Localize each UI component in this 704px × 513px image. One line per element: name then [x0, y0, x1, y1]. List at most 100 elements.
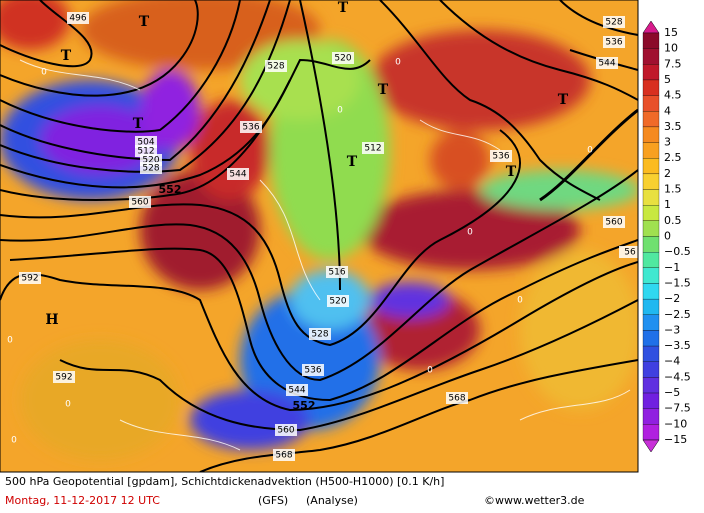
- pressure-center: T: [506, 164, 517, 180]
- legend-label: 2.5: [664, 151, 682, 164]
- legend-cell: [642, 189, 660, 206]
- legend-label: 0: [664, 230, 671, 243]
- contour-label: 528: [140, 162, 162, 174]
- contour-label-text: 56: [624, 248, 636, 258]
- contour-label-text: 544: [288, 386, 305, 396]
- legend-label: −1: [664, 261, 680, 274]
- legend-label: −2.5: [664, 308, 691, 321]
- legend-cell: [642, 361, 660, 378]
- contour-label-bg: [67, 12, 89, 24]
- contour-label: 496: [67, 12, 89, 24]
- contour-label: 528: [309, 328, 331, 340]
- legend-cell: [642, 142, 660, 159]
- legend-label: −7.5: [664, 402, 691, 415]
- legend-cell: [642, 32, 660, 49]
- contour-label: 520: [332, 52, 354, 64]
- contour-label: 568: [273, 449, 295, 461]
- contour-label-text: 512: [364, 144, 381, 154]
- contour-label-bg: [309, 328, 331, 340]
- contour-label: 536: [302, 364, 324, 376]
- contour-label: 560: [129, 196, 151, 208]
- contour-label-text: 592: [21, 274, 38, 284]
- pressure-center: T: [347, 154, 358, 170]
- pressure-center: T: [378, 82, 389, 98]
- contour-label-bg: [327, 295, 349, 307]
- legend-label: 15: [664, 26, 678, 39]
- legend: 15 10 7.5 5 4.5 4 3.5 3 2.5 2 1.5 1 0.5 0 −0.5 −1 −1.5 −2…: [642, 20, 691, 453]
- contour-label-text: 592: [55, 373, 72, 383]
- contour-label: 528: [265, 60, 287, 72]
- legend-label: −1.5: [664, 276, 691, 289]
- pressure-center: T: [338, 0, 349, 16]
- zero-label: 0: [395, 58, 401, 68]
- legend-label: 1: [664, 198, 671, 211]
- contour-label-text: 520: [334, 54, 351, 64]
- contour-label-text: 528: [142, 164, 159, 174]
- contour-label: 568: [446, 392, 468, 404]
- contour-label-bg: [619, 246, 638, 258]
- legend-cell: [642, 345, 660, 362]
- contour-label-bg: [603, 16, 625, 28]
- contour-label-bg: [490, 150, 512, 162]
- contour-label-bg: [140, 162, 162, 174]
- zero-label: 0: [65, 400, 71, 410]
- contour-label-bg: [362, 142, 384, 154]
- legend-label: 7.5: [664, 57, 682, 70]
- contour-label-text: 512: [137, 147, 154, 157]
- contour-label-text: 544: [229, 170, 246, 180]
- legend-cell: [642, 95, 660, 112]
- legend-cell: [642, 126, 660, 143]
- contour-label: 560: [603, 216, 625, 228]
- legend-label: −3: [664, 323, 680, 336]
- contour-label-text: 520: [329, 297, 346, 307]
- contour-label-text: 536: [304, 366, 321, 376]
- contour-label-text: 504: [137, 138, 154, 148]
- zero-label: 0: [517, 296, 523, 306]
- contour-label-text: 568: [275, 451, 292, 461]
- contour-label-bg: [53, 371, 75, 383]
- legend-label: 0.5: [664, 214, 682, 227]
- contour-label-text: 528: [267, 62, 284, 72]
- legend-label: 10: [664, 42, 678, 55]
- legend-arrow-bottom: [642, 439, 660, 453]
- legend-label: 4: [664, 104, 671, 117]
- footer-model: (GFS): [258, 494, 288, 507]
- legend-cell: [642, 111, 660, 128]
- footer-date: Montag, 11-12-2017 12 UTC: [5, 494, 160, 507]
- zero-label: 0: [11, 436, 17, 446]
- legend-cell: [642, 392, 660, 409]
- contour-label: 544: [596, 57, 618, 69]
- contour-label: 536: [603, 36, 625, 48]
- contour-label: 512: [362, 142, 384, 154]
- contour-label-bg: [302, 364, 324, 376]
- legend-arrow-top: [642, 20, 660, 34]
- contour-label-text: 568: [448, 394, 465, 404]
- contour-label-bg: [446, 392, 468, 404]
- contour-label: 592: [19, 272, 41, 284]
- zero-label: 0: [427, 366, 433, 376]
- legend-cell: [642, 79, 660, 96]
- zero-label: 0: [467, 228, 473, 238]
- legend-cell: [642, 158, 660, 175]
- pressure-center: T: [133, 116, 144, 132]
- contour-label-bg: [227, 168, 249, 180]
- geopotential-contours: [0, 0, 638, 472]
- legend-cell: [642, 298, 660, 315]
- legend-cell: [642, 236, 660, 253]
- legend-cell: [642, 330, 660, 347]
- contour-label-bg: [275, 424, 297, 436]
- contour-label: 552: [159, 183, 182, 196]
- legend-label: 2: [664, 167, 671, 180]
- legend-label: 3.5: [664, 120, 682, 133]
- contour-label: 592: [53, 371, 75, 383]
- zero-label: 0: [337, 106, 343, 116]
- contour-label-bg: [265, 60, 287, 72]
- contour-label-text: 536: [605, 38, 622, 48]
- legend-label: −10: [664, 417, 687, 430]
- legend-label: −3.5: [664, 339, 691, 352]
- legend-label: 1.5: [664, 183, 682, 196]
- pressure-center: T: [558, 92, 569, 108]
- legend-cell: [642, 408, 660, 425]
- contour-label-bg: [326, 266, 348, 278]
